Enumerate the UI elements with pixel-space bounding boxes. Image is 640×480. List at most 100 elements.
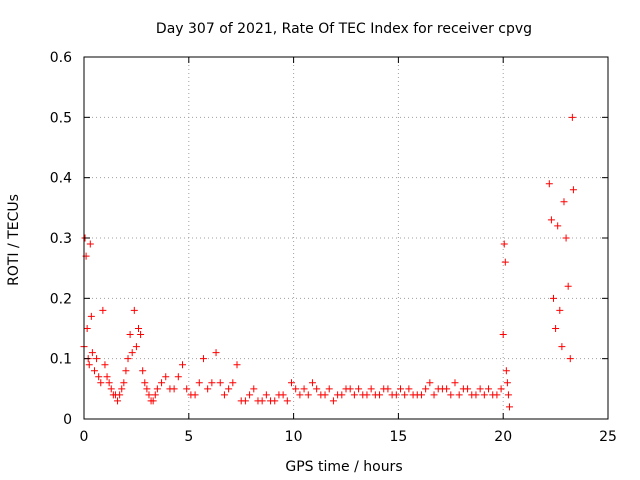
data-point <box>321 391 329 399</box>
data-point <box>114 397 122 405</box>
data-point <box>401 391 409 399</box>
data-point <box>550 294 558 302</box>
data-point <box>199 355 207 363</box>
data-point <box>568 113 576 121</box>
data-point <box>107 385 115 393</box>
data-point <box>288 379 296 387</box>
y-tick-label: 0.1 <box>50 352 72 368</box>
data-point <box>426 379 434 387</box>
data-point <box>346 385 354 393</box>
data-point <box>134 325 142 332</box>
data-point <box>338 391 346 399</box>
data-point <box>376 391 384 399</box>
data-point <box>105 379 113 387</box>
data-point <box>564 282 572 290</box>
data-point <box>556 306 564 314</box>
data-point <box>396 385 404 393</box>
data-point <box>120 379 128 387</box>
data-point <box>505 403 513 411</box>
data-point <box>422 385 430 393</box>
data-point <box>485 385 493 393</box>
data-point <box>476 385 484 393</box>
data-point <box>225 385 233 393</box>
x-tick-label: 10 <box>285 429 303 445</box>
data-point <box>212 349 220 357</box>
data-point <box>88 349 96 357</box>
data-point <box>151 391 159 399</box>
data-point <box>241 397 249 405</box>
data-point <box>124 355 132 363</box>
data-point <box>417 391 425 399</box>
data-point <box>499 331 507 339</box>
data-point <box>464 385 472 393</box>
y-tick-label: 0.5 <box>50 110 72 126</box>
data-point <box>83 325 91 332</box>
data-point <box>569 186 577 194</box>
data-point <box>153 385 161 393</box>
data-point <box>430 391 438 399</box>
chart-title: Day 307 of 2021, Rate Of TEC Index for r… <box>156 21 532 37</box>
data-point <box>118 385 126 393</box>
data-point <box>250 385 258 393</box>
data-point <box>451 379 459 387</box>
data-point <box>258 397 266 405</box>
data-point <box>547 216 555 224</box>
data-point <box>145 391 153 399</box>
data-point <box>384 385 392 393</box>
x-axis-label: GPS time / hours <box>285 459 402 475</box>
data-point <box>143 385 151 393</box>
data-point <box>122 367 130 375</box>
data-point <box>392 391 400 399</box>
data-point <box>545 180 553 188</box>
data-point <box>233 361 241 369</box>
data-point <box>191 391 199 399</box>
axis-ticks: 0 5 10 15 20 25 0 0.1 0.2 0.3 0.4 0.5 0.6 <box>50 50 617 445</box>
data-point <box>367 385 375 393</box>
data-point <box>170 385 178 393</box>
data-point <box>149 397 157 405</box>
data-point <box>308 379 316 387</box>
data-point <box>220 391 228 399</box>
data-point <box>493 391 501 399</box>
data-point <box>552 325 560 332</box>
data-point <box>141 379 149 387</box>
grid <box>84 57 608 419</box>
data-point <box>497 385 505 393</box>
data-point <box>558 343 566 351</box>
data-point <box>174 373 182 381</box>
data-point <box>554 222 562 230</box>
data-point <box>443 385 451 393</box>
data-point <box>95 373 103 381</box>
data-point <box>208 379 216 387</box>
data-point <box>85 361 93 369</box>
data-point <box>116 391 124 399</box>
data-point <box>179 361 187 369</box>
x-tick-label: 20 <box>494 429 512 445</box>
data-point <box>229 379 237 387</box>
data-point <box>304 391 312 399</box>
y-axis-label: ROTI / TECUs <box>6 194 22 286</box>
data-point <box>132 343 140 351</box>
data-point <box>271 397 279 405</box>
data-point <box>447 391 455 399</box>
data-point <box>158 379 166 387</box>
data-point <box>86 240 94 248</box>
data-point <box>329 397 337 405</box>
data-point <box>216 379 224 387</box>
data-point <box>195 379 203 387</box>
data-point <box>562 234 570 242</box>
data-point <box>137 331 145 339</box>
data-point <box>480 391 488 399</box>
data-point <box>130 306 138 314</box>
y-tick-label: 0.3 <box>50 231 72 247</box>
data-point <box>90 367 98 375</box>
data-point <box>325 385 333 393</box>
x-tick-label: 5 <box>184 429 193 445</box>
x-tick-label: 15 <box>389 429 407 445</box>
y-tick-label: 0.4 <box>50 171 72 187</box>
data-point <box>262 391 270 399</box>
data-point <box>504 391 512 399</box>
data-point <box>103 373 111 381</box>
